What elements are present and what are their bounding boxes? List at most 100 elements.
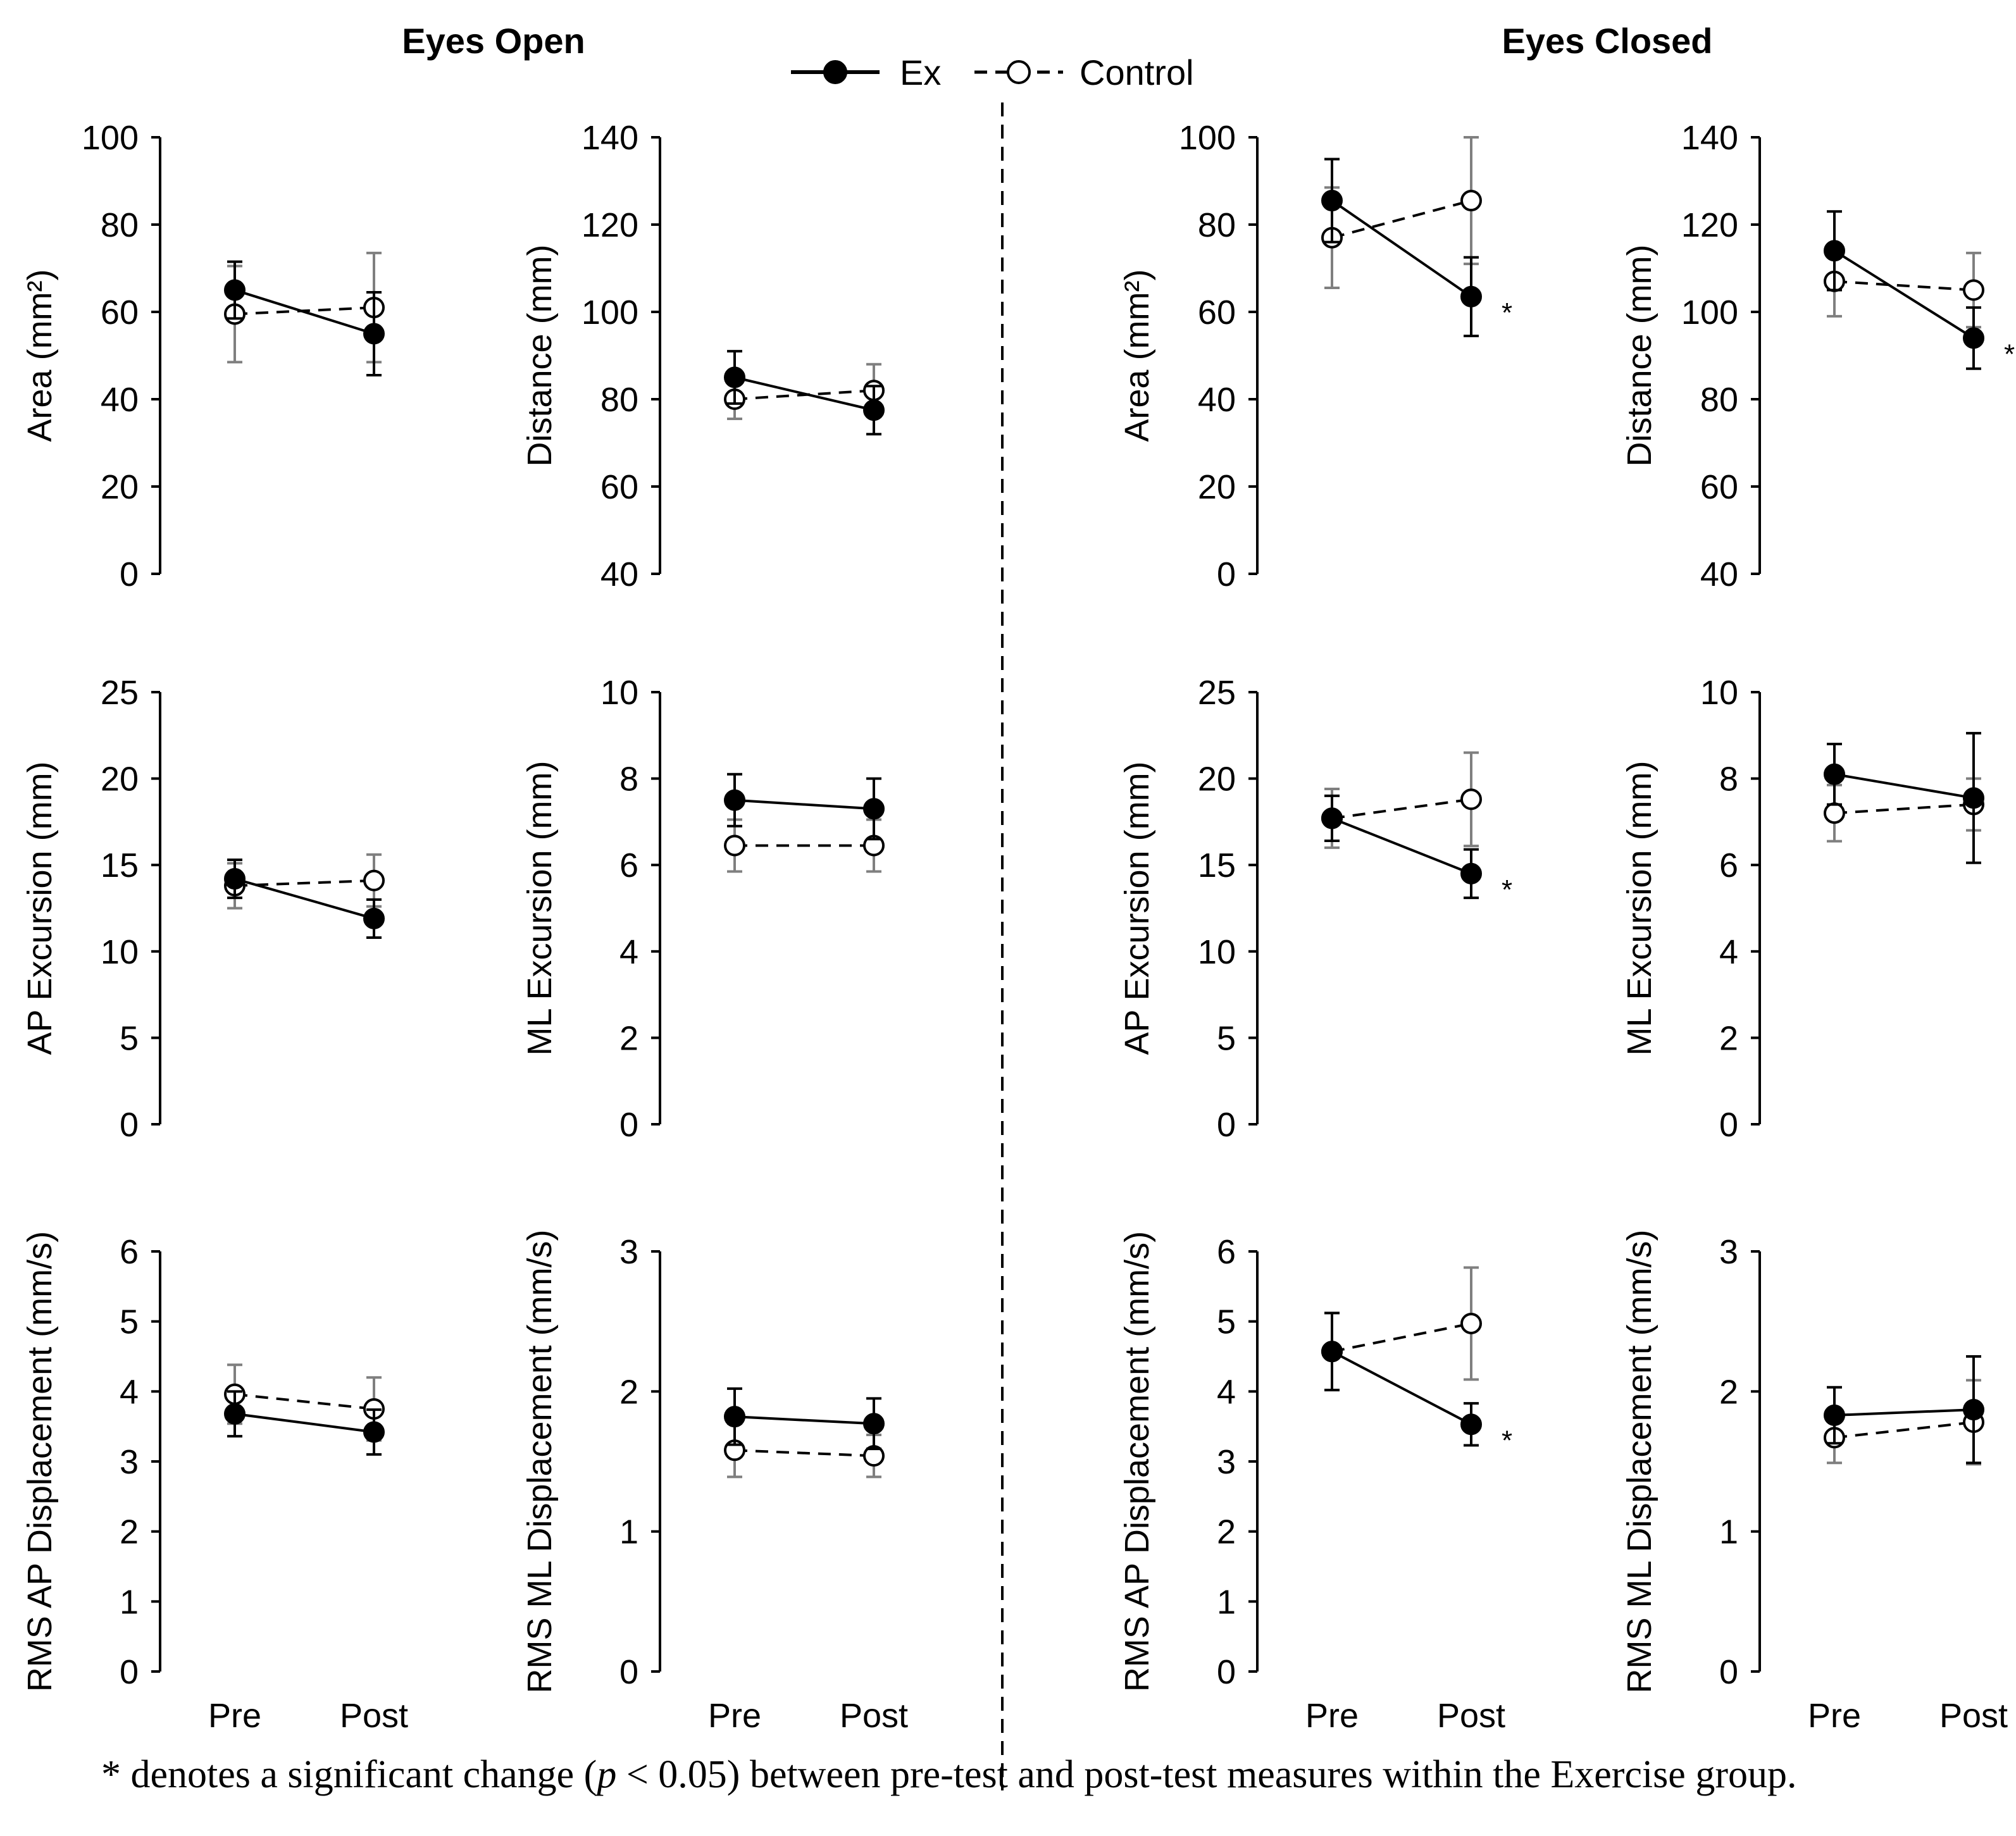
y-tick-label: 8 bbox=[1719, 760, 1738, 798]
y-tick-label: 4 bbox=[1217, 1373, 1236, 1411]
y-tick-label: 0 bbox=[1217, 555, 1236, 593]
ex-point bbox=[724, 789, 745, 811]
y-tick-label: 6 bbox=[619, 847, 638, 884]
eyes-open-title: Eyes Open bbox=[402, 21, 585, 61]
y-tick-label: 120 bbox=[582, 206, 638, 244]
y-tick-label: 100 bbox=[82, 119, 139, 157]
y-tick-label: 1 bbox=[1217, 1583, 1236, 1621]
chart-6: 0 5 10 15 20 25 AP Excursion (mm) * bbox=[1118, 674, 1512, 1144]
y-tick-label: 0 bbox=[120, 1653, 139, 1691]
y-tick-label: 3 bbox=[619, 1233, 638, 1271]
ex-point bbox=[224, 279, 246, 301]
ex-point bbox=[224, 868, 246, 890]
ex-point bbox=[863, 1413, 885, 1435]
y-tick-label: 40 bbox=[600, 555, 638, 593]
chart-5: 0 2 4 6 8 10 ML Excursion (mm) bbox=[521, 674, 885, 1144]
ex-series-line bbox=[734, 376, 874, 412]
y-tick-label: 1 bbox=[1719, 1513, 1738, 1551]
y-tick-label: 5 bbox=[1217, 1019, 1236, 1057]
y-tick-label: 2 bbox=[1719, 1373, 1738, 1411]
y-tick-label: 120 bbox=[1681, 206, 1738, 244]
chart-2: 0 20 40 60 80 100 Area (mm²) * bbox=[1118, 119, 1512, 593]
control-point bbox=[1963, 279, 1984, 301]
chart-0: 0 20 40 60 80 100 Area (mm²) bbox=[21, 119, 385, 593]
y-tick-label: 0 bbox=[619, 1653, 638, 1691]
x-tick-label: Pre bbox=[1305, 1697, 1359, 1735]
y-axis-label: Distance (mm) bbox=[521, 244, 559, 466]
y-tick-label: 4 bbox=[619, 933, 638, 971]
control-series-line bbox=[1834, 803, 1974, 815]
y-tick-label: 100 bbox=[1681, 294, 1738, 332]
y-tick-label: 0 bbox=[1719, 1653, 1738, 1691]
ex-point bbox=[1321, 807, 1343, 829]
control-point bbox=[363, 869, 385, 891]
y-axis-label: Area (mm²) bbox=[21, 270, 59, 442]
significance-star: * bbox=[1502, 297, 1512, 328]
x-tick-label: Post bbox=[340, 1697, 408, 1735]
legend-ex-marker bbox=[823, 60, 847, 84]
ex-series-line bbox=[1834, 1408, 1974, 1417]
ex-point bbox=[1963, 327, 1984, 349]
y-tick-label: 8 bbox=[619, 760, 638, 798]
chart-9: 0 1 2 3 RMS ML Displacement (mm/s) Pre Post bbox=[521, 1229, 908, 1735]
significance-star: * bbox=[1502, 874, 1512, 905]
y-axis-label: RMS ML Displacement (mm/s) bbox=[521, 1229, 559, 1693]
footnote: * denotes a significant change (p < 0.05… bbox=[101, 1752, 1974, 1797]
legend-ex-label: Ex bbox=[900, 53, 941, 92]
y-tick-label: 0 bbox=[1719, 1106, 1738, 1144]
ex-point bbox=[724, 366, 745, 388]
y-tick-label: 20 bbox=[101, 760, 139, 798]
y-tick-label: 2 bbox=[619, 1373, 638, 1411]
control-series-line bbox=[1834, 1421, 1974, 1439]
ex-point bbox=[1460, 285, 1482, 307]
chart-3: 40 60 80 100 120 140 Distance (mm) * bbox=[1621, 119, 2015, 593]
y-tick-label: 0 bbox=[619, 1106, 638, 1144]
y-tick-label: 2 bbox=[120, 1513, 139, 1551]
y-tick-label: 0 bbox=[1217, 1653, 1236, 1691]
control-point bbox=[724, 834, 745, 857]
legend-control-label: Control bbox=[1080, 53, 1194, 92]
y-tick-label: 4 bbox=[1719, 933, 1738, 971]
ex-series-line bbox=[1834, 772, 1974, 800]
chart-11: 0 1 2 3 RMS ML Displacement (mm/s) Pre Post bbox=[1621, 1229, 2008, 1735]
y-tick-label: 80 bbox=[600, 381, 638, 419]
ex-point bbox=[224, 1403, 246, 1425]
y-tick-label: 100 bbox=[1179, 119, 1236, 157]
y-tick-label: 0 bbox=[1217, 1106, 1236, 1144]
ex-point bbox=[1460, 862, 1482, 884]
ex-point bbox=[1824, 240, 1845, 262]
control-series-line bbox=[734, 1449, 874, 1458]
y-tick-label: 25 bbox=[1198, 674, 1236, 712]
control-series-line bbox=[1834, 280, 1974, 292]
y-axis-label: Area (mm²) bbox=[1118, 270, 1156, 442]
ex-series-line bbox=[234, 288, 375, 335]
y-tick-label: 3 bbox=[1719, 1233, 1738, 1271]
chart-7: 0 2 4 6 8 10 ML Excursion (mm) bbox=[1621, 674, 1984, 1144]
y-tick-label: 60 bbox=[1700, 468, 1738, 506]
y-tick-label: 15 bbox=[101, 847, 139, 884]
ex-point bbox=[363, 323, 385, 345]
y-tick-label: 60 bbox=[101, 294, 139, 332]
ex-series-line bbox=[234, 878, 375, 920]
ex-point bbox=[863, 798, 885, 820]
x-tick-label: Post bbox=[840, 1697, 908, 1735]
y-tick-label: 60 bbox=[1198, 294, 1236, 332]
control-point bbox=[1460, 190, 1482, 212]
control-series-line bbox=[234, 1393, 375, 1410]
y-tick-label: 80 bbox=[101, 206, 139, 244]
y-axis-label: RMS AP Displacement (mm/s) bbox=[1118, 1231, 1156, 1692]
legend-control-marker bbox=[1007, 60, 1031, 84]
ex-point bbox=[1824, 1404, 1845, 1426]
y-axis-label: RMS ML Displacement (mm/s) bbox=[1621, 1229, 1658, 1693]
y-tick-label: 4 bbox=[120, 1373, 139, 1411]
y-tick-label: 40 bbox=[101, 381, 139, 419]
y-tick-label: 6 bbox=[1719, 847, 1738, 884]
control-series-line bbox=[1331, 199, 1472, 239]
control-point bbox=[1460, 1312, 1482, 1334]
control-series-line bbox=[1331, 798, 1472, 820]
y-tick-label: 6 bbox=[120, 1233, 139, 1271]
y-tick-label: 20 bbox=[1198, 468, 1236, 506]
y-tick-label: 140 bbox=[582, 119, 638, 157]
